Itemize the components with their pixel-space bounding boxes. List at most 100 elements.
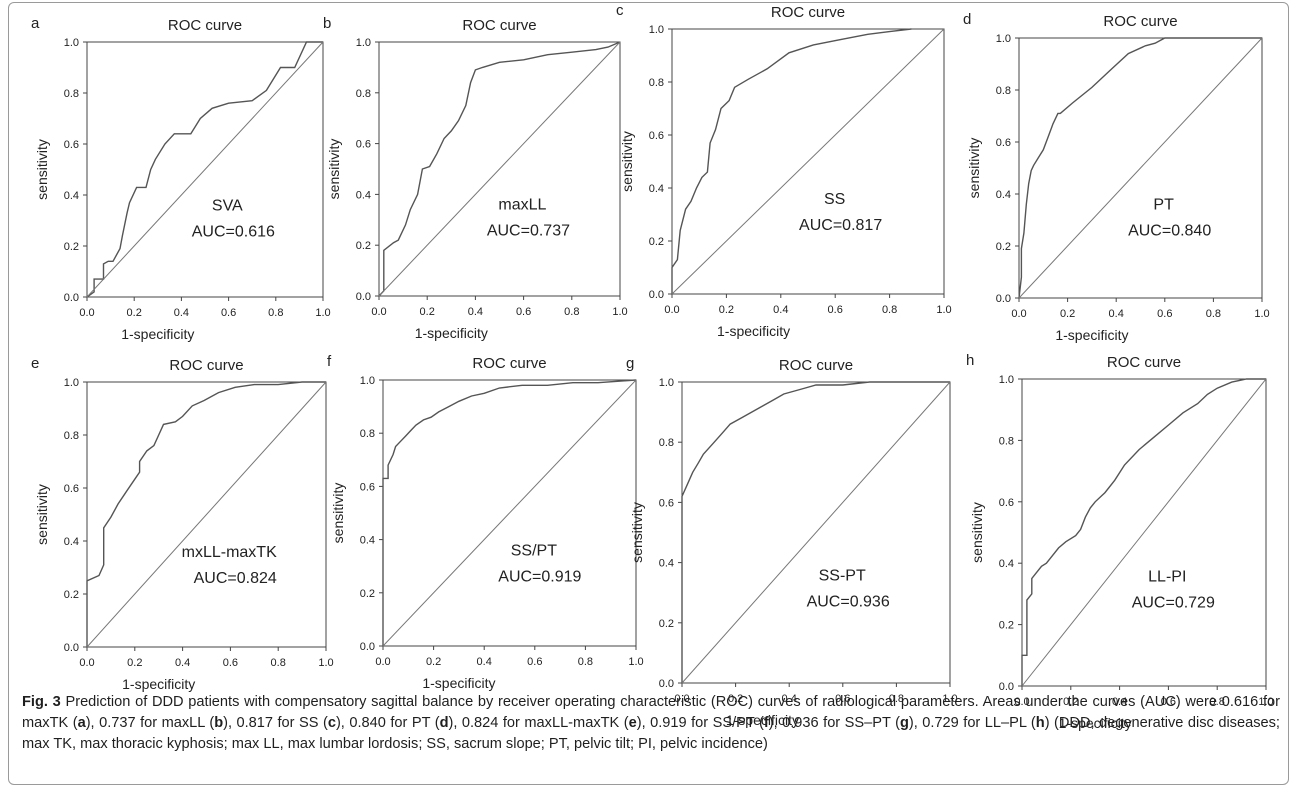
x-tick-label: 0.4	[782, 693, 797, 705]
y-tick-label: 1.0	[360, 375, 375, 387]
x-tick-label: 1.0	[315, 307, 330, 319]
plot-area-frame	[378, 41, 621, 297]
x-tick-label: 0.8	[882, 304, 897, 316]
chart-title: ROC curve	[169, 357, 243, 374]
x-tick-label: 0.2	[127, 307, 142, 319]
caption-text: ), 0.919 for SS/PT (	[636, 715, 764, 731]
roc-panel-b: 0.0 0.2 0.4 0.6 0.8 1.0 0.0 0.2 0.4 0.6 0.8 1.0 ROC …	[323, 15, 628, 341]
y-tick-label: 0.2	[360, 588, 375, 600]
y-tick-label: 0.8	[64, 430, 79, 442]
chart-title: ROC curve	[462, 17, 536, 34]
y-tick-label: 0.6	[999, 497, 1014, 509]
caption-panel-ref: g	[899, 715, 909, 731]
x-axis-label: 1-specificity	[717, 323, 790, 339]
y-tick-label: 0.0	[356, 291, 371, 303]
x-tick-label: 0.0	[79, 307, 94, 319]
caption-text: ), 0.737 for maxLL (	[85, 715, 215, 731]
roc-panel-c: 0.0 0.2 0.4 0.6 0.8 1.0 0.0 0.2 0.4 0.6 0.8 1.0 ROC …	[616, 2, 952, 339]
y-tick-label: 0.6	[64, 483, 79, 495]
x-tick-label: 0.4	[174, 307, 189, 319]
y-tick-label: 0.4	[64, 190, 79, 202]
x-tick-label: 0.6	[223, 657, 238, 669]
annotation-parameter: PT	[1153, 197, 1174, 214]
x-tick-label: 0.0	[375, 656, 390, 668]
chart-title: ROC curve	[1107, 354, 1181, 371]
y-tick-label: 0.6	[64, 139, 79, 151]
roc-panel-d: 0.0 0.2 0.4 0.6 0.8 1.0 0.0 0.2 0.4 0.6 0.8 1.0 ROC …	[963, 11, 1270, 343]
y-tick-label: 0.2	[996, 241, 1011, 253]
x-tick-label: 0.6	[828, 304, 843, 316]
x-tick-label: 0.6	[221, 307, 236, 319]
caption-text: ) (DDD, degenerative disc diseases; max …	[22, 715, 1280, 752]
y-tick-label: 0.4	[356, 189, 371, 201]
caption-text: ), 0.936 for SS–PT (	[768, 715, 900, 731]
roc-curve-line	[378, 41, 621, 297]
x-tick-label: 1.0	[1254, 308, 1269, 320]
x-tick-label: 1.0	[318, 657, 333, 669]
y-tick-label: 1.0	[996, 33, 1011, 45]
y-tick-label: 0.8	[999, 435, 1014, 447]
x-tick-label: 0.0	[664, 304, 679, 316]
plot-area-frame	[86, 381, 327, 648]
x-tick-label: 0.8	[1206, 308, 1221, 320]
x-tick-label: 0.6	[1157, 308, 1172, 320]
caption-panel-ref: a	[77, 715, 86, 731]
chart-title: ROC curve	[1103, 13, 1177, 30]
x-axis-label: 1-specificity	[121, 326, 194, 342]
x-tick-label: 0.0	[371, 306, 386, 318]
caption-text: Prediction of DDD patients with compensa…	[22, 694, 1280, 731]
reference-diagonal-line	[382, 379, 637, 647]
x-tick-label: 0.8	[268, 307, 283, 319]
caption-text: ), 0.729 for LL–PL (	[908, 715, 1036, 731]
y-tick-label: 0.6	[360, 481, 375, 493]
x-axis-label: 1-specificity	[1059, 715, 1132, 731]
roc-curve-line	[681, 381, 950, 683]
annotation-parameter: mxLL-maxTK	[182, 544, 277, 561]
x-tick-label: 0.0	[1014, 696, 1029, 708]
panel-letter: b	[323, 15, 331, 32]
annotation-auc: AUC=0.729	[1132, 595, 1215, 612]
y-tick-label: 1.0	[999, 374, 1014, 386]
reference-diagonal-line	[681, 381, 951, 684]
y-axis-label: sensitivity	[966, 138, 982, 199]
x-tick-label: 0.8	[564, 306, 579, 318]
figure-frame	[8, 2, 1289, 785]
x-tick-label: 0.2	[426, 656, 441, 668]
y-tick-label: 0.2	[64, 241, 79, 253]
y-tick-label: 0.8	[659, 437, 674, 449]
y-tick-label: 1.0	[356, 37, 371, 49]
x-tick-label: 1.0	[628, 656, 643, 668]
caption-panel-ref: c	[327, 715, 336, 731]
x-tick-label: 0.6	[1161, 696, 1176, 708]
y-axis-label: sensitivity	[34, 139, 50, 200]
y-tick-label: 0.6	[356, 139, 371, 151]
panel-letter: a	[31, 15, 40, 32]
y-axis-label: sensitivity	[969, 502, 985, 563]
y-axis-label: sensitivity	[326, 139, 342, 200]
annotation-auc: AUC=0.840	[1128, 223, 1211, 240]
x-tick-label: 0.6	[516, 306, 531, 318]
annotation-parameter: SS-PT	[819, 568, 866, 585]
y-tick-label: 0.2	[356, 240, 371, 252]
y-tick-label: 0.2	[649, 236, 664, 248]
panel-letter: h	[966, 352, 974, 369]
caption-label: Fig. 3	[22, 694, 61, 710]
roc-curve-line	[382, 379, 637, 646]
x-tick-label: 1.0	[1258, 696, 1273, 708]
caption-panel-ref: f	[763, 715, 769, 731]
x-tick-label: 0.4	[175, 657, 190, 669]
y-tick-label: 0.2	[999, 620, 1014, 632]
y-tick-label: 0.0	[649, 289, 664, 301]
y-tick-label: 0.0	[999, 681, 1014, 693]
x-tick-label: 1.0	[612, 306, 627, 318]
annotation-parameter: SVA	[212, 197, 243, 214]
x-tick-label: 0.4	[773, 304, 788, 316]
x-tick-label: 0.0	[674, 693, 689, 705]
x-tick-label: 0.4	[477, 656, 492, 668]
y-tick-label: 0.6	[659, 497, 674, 509]
y-tick-label: 0.0	[360, 641, 375, 653]
annotation-auc: AUC=0.919	[498, 569, 581, 586]
x-axis-label: 1-specificity	[1055, 327, 1128, 343]
x-tick-label: 0.2	[420, 306, 435, 318]
